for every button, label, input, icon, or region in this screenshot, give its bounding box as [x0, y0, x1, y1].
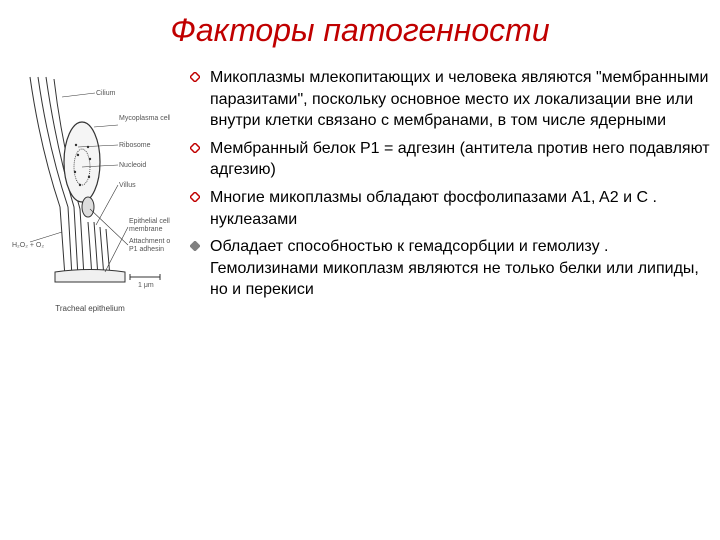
page-title: Факторы патогенности	[0, 0, 720, 57]
label-villus: Villus	[119, 182, 136, 189]
list-item: Микоплазмы млекопитающих и человека явля…	[190, 67, 710, 132]
label-attachment-organelle: Attachment organelle P1 adhesin	[129, 238, 170, 253]
diagram-caption: Tracheal epithelium	[10, 304, 170, 313]
label-nucleoid: Nucleoid	[119, 162, 146, 169]
label-epithelial-membrane: Epithelial cell membrane	[129, 218, 170, 233]
list-item: Многие микоплазмы обладают фосфолипазами…	[190, 187, 710, 230]
label-ribosome: Ribosome	[119, 142, 151, 149]
bullets-column: Микоплазмы млекопитающих и человека явля…	[170, 57, 710, 307]
bullet-text: Микоплазмы млекопитающих и человека явля…	[210, 67, 710, 132]
diamond-bullet-filled-icon	[190, 241, 200, 251]
label-mycoplasma-membrane: Mycoplasma cell membrane	[119, 115, 170, 122]
label-cilium: Cilium	[96, 90, 116, 97]
bullet-text: Мембранный белок Р1 = адгезин (антитела …	[210, 138, 710, 181]
content-area: Cilium Mycoplasma cell membrane Ribosome…	[0, 57, 720, 313]
diamond-bullet-icon	[190, 192, 200, 202]
label-formula: H₂O₂ + O₂	[12, 242, 44, 249]
bullet-text: Обладает способностью к гемадсорбции и г…	[210, 236, 710, 301]
list-item: Обладает способностью к гемадсорбции и г…	[190, 236, 710, 301]
diamond-bullet-icon	[190, 72, 200, 82]
list-item: Мембранный белок Р1 = адгезин (антитела …	[190, 138, 710, 181]
tracheal-epithelium-diagram: Cilium Mycoplasma cell membrane Ribosome…	[10, 67, 170, 297]
bullet-text: Многие микоплазмы обладают фосфолипазами…	[210, 187, 710, 230]
label-scale: 1 μm	[138, 282, 154, 289]
diagram-column: Cilium Mycoplasma cell membrane Ribosome…	[10, 57, 170, 313]
diamond-bullet-icon	[190, 143, 200, 153]
